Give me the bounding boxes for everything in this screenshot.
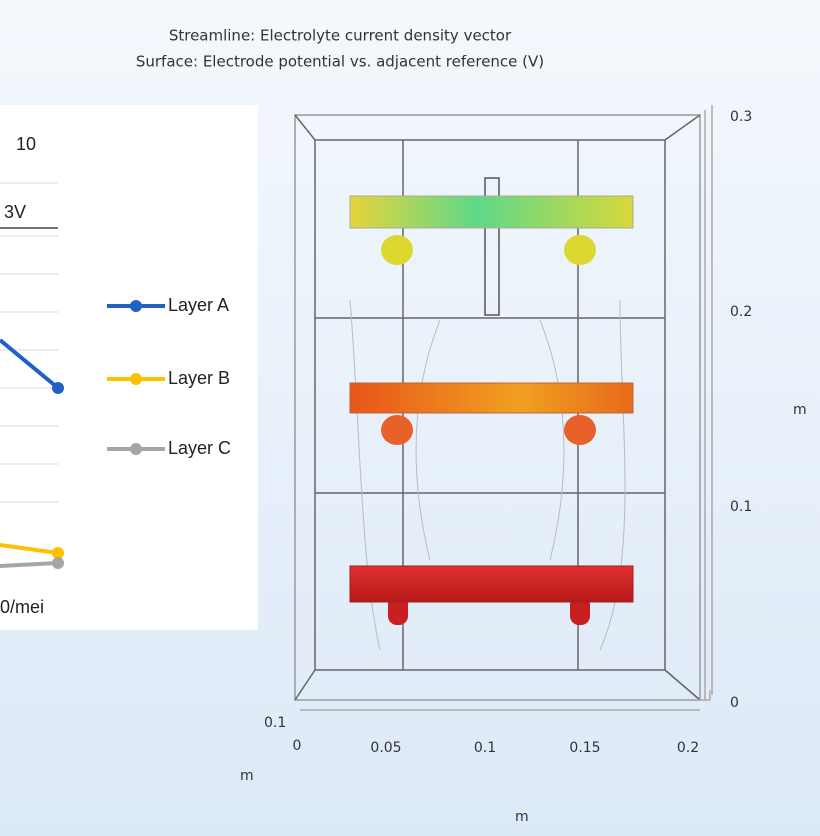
inset-chart: 10 3V 0/mei Layer A Layer B Layer C bbox=[0, 105, 258, 630]
axis-label: m bbox=[515, 809, 529, 825]
plot-title: Streamline: Electrolyte current density … bbox=[169, 27, 512, 45]
axis-tick-label: 0.3 bbox=[730, 109, 752, 125]
plot-title: Surface: Electrode potential vs. adjacen… bbox=[136, 53, 544, 71]
axis-tick-label: 0.1 bbox=[474, 740, 496, 756]
series-marker bbox=[52, 557, 64, 569]
axis-label: m bbox=[793, 402, 807, 418]
axis-tick-label: 0.2 bbox=[730, 304, 752, 320]
axis-tick-label: 0.05 bbox=[370, 740, 401, 756]
screenshot: Streamline: Electrolyte current density … bbox=[0, 0, 820, 836]
axis-tick-label: 0 bbox=[293, 738, 302, 754]
inset-label: 0/mei bbox=[0, 597, 44, 617]
axis-tick-label: 0.1 bbox=[264, 715, 286, 731]
inset-label: 10 bbox=[16, 134, 36, 154]
legend-label: Layer A bbox=[168, 295, 229, 315]
axis-tick-label: 0 bbox=[730, 695, 739, 711]
axis-tick-label: 0.2 bbox=[677, 740, 699, 756]
axis-label: m bbox=[240, 768, 254, 784]
axis-tick-label: 0.1 bbox=[730, 499, 752, 515]
series-marker bbox=[52, 382, 64, 394]
legend-label: Layer B bbox=[168, 368, 230, 388]
legend-marker bbox=[130, 300, 142, 312]
legend-marker bbox=[130, 443, 142, 455]
inset-annotation: 3V bbox=[4, 202, 26, 222]
axis-tick-label: 0.15 bbox=[569, 740, 600, 756]
legend-marker bbox=[130, 373, 142, 385]
legend-label: Layer C bbox=[168, 438, 231, 458]
